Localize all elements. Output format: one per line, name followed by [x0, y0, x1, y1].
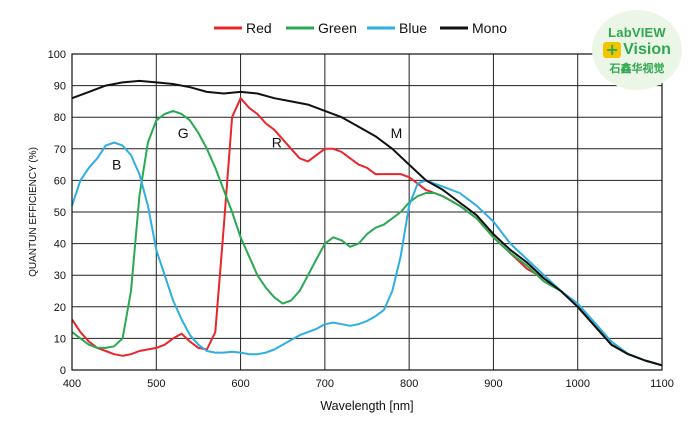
- logo-line-chinese: 石鑫华视觉: [609, 61, 665, 75]
- logo-row-vision: + Vision: [603, 41, 671, 59]
- series-line-green: [71, 109, 663, 367]
- x-tick-label-1000: 1000: [565, 378, 589, 390]
- grid: [71, 53, 663, 371]
- x-tick-label-800: 800: [400, 378, 418, 390]
- y-tick-label-40: 40: [54, 239, 66, 251]
- x-tick-label-700: 700: [316, 378, 334, 390]
- y-tick-label-100: 100: [48, 49, 66, 61]
- annotation-r: R: [272, 134, 282, 150]
- y-tick-label-0: 0: [60, 365, 66, 377]
- annotation-g: G: [178, 125, 189, 141]
- series-line-mono: [71, 79, 663, 367]
- legend-label-blue: Blue: [399, 20, 427, 36]
- y-tick-label-20: 20: [54, 302, 66, 314]
- legend: Red Green Blue Mono: [214, 20, 507, 36]
- x-axis-title: Wavelength [nm]: [320, 399, 413, 413]
- y-axis-title: QUANTUN EFFICIENCY (%): [28, 147, 39, 277]
- plot-border: [71, 53, 663, 371]
- y-tick-label-70: 70: [54, 144, 66, 156]
- y-tick-label-60: 60: [54, 175, 66, 187]
- plot-frame: [71, 53, 663, 371]
- x-tick-label-900: 900: [484, 378, 502, 390]
- legend-label-mono: Mono: [472, 20, 507, 36]
- tick-labels: 0 10 20 30 40 50 60 70 80 90 100 400 500 600 700 800 900…: [48, 49, 674, 390]
- x-tick-label-500: 500: [147, 378, 165, 390]
- curve-annotations: B G R M: [112, 125, 402, 173]
- series-lines: [71, 79, 663, 367]
- x-tick-label-400: 400: [63, 378, 81, 390]
- annotation-m: M: [391, 125, 403, 141]
- y-tick-label-90: 90: [54, 81, 66, 93]
- legend-label-green: Green: [318, 20, 357, 36]
- plus-icon: +: [603, 41, 622, 58]
- y-tick-label-50: 50: [54, 207, 66, 219]
- series-line-red: [71, 97, 663, 367]
- logo-line-labview: LabVIEW: [608, 24, 666, 40]
- logo-line-vision: Vision: [623, 40, 671, 58]
- x-tick-label-600: 600: [231, 378, 249, 390]
- y-tick-label-80: 80: [54, 112, 66, 124]
- legend-label-red: Red: [246, 20, 272, 36]
- x-tick-label-1100: 1100: [650, 378, 674, 390]
- series-line-blue: [71, 141, 663, 367]
- y-tick-label-30: 30: [54, 270, 66, 282]
- y-tick-label-10: 10: [54, 333, 66, 345]
- labview-vision-logo: LabVIEW + Vision 石鑫华视觉: [592, 10, 682, 90]
- annotation-b: B: [112, 157, 121, 173]
